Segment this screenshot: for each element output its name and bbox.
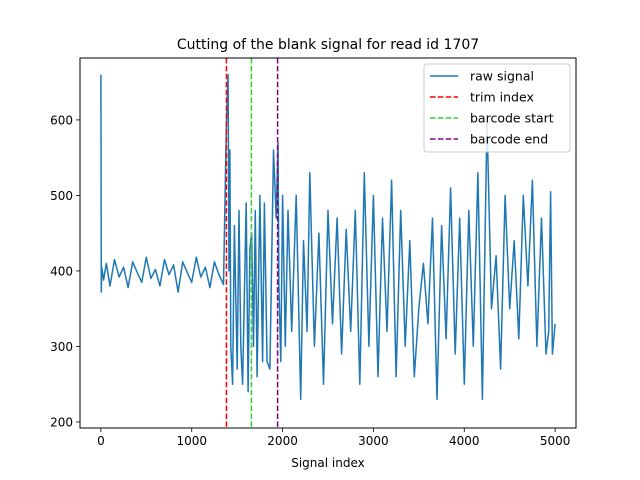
legend-label-raw-signal: raw signal (470, 69, 534, 84)
chart-title: Cutting of the blank signal for read id … (177, 37, 479, 53)
legend-frame (423, 63, 571, 153)
y-tick-label: 500 (50, 189, 73, 203)
legend-label-barcode-end: barcode end (470, 132, 548, 147)
y-tick-label: 200 (50, 415, 73, 429)
y-tick-label: 300 (50, 340, 73, 354)
legend-label-barcode-start: barcode start (470, 111, 554, 126)
x-tick-label: 2000 (267, 434, 298, 448)
legend: raw signal trim index barcode start barcode… (423, 63, 571, 153)
plot-area (100, 58, 556, 428)
series-raw-signal-line (100, 73, 556, 401)
x-tick-label: 1000 (176, 434, 207, 448)
x-tick-label: 5000 (540, 434, 571, 448)
x-tick-label: 3000 (358, 434, 389, 448)
y-axis: 200 300 400 500 600 (50, 113, 80, 429)
x-tick-label: 4000 (449, 434, 480, 448)
legend-label-trim-index: trim index (470, 90, 534, 105)
x-axis: 0 1000 2000 3000 4000 5000 (97, 428, 570, 448)
x-tick-label: 0 (97, 434, 105, 448)
x-axis-label: Signal index (291, 456, 365, 470)
y-tick-label: 400 (50, 264, 73, 278)
y-tick-label: 600 (50, 113, 73, 127)
axes-frame (79, 57, 577, 429)
